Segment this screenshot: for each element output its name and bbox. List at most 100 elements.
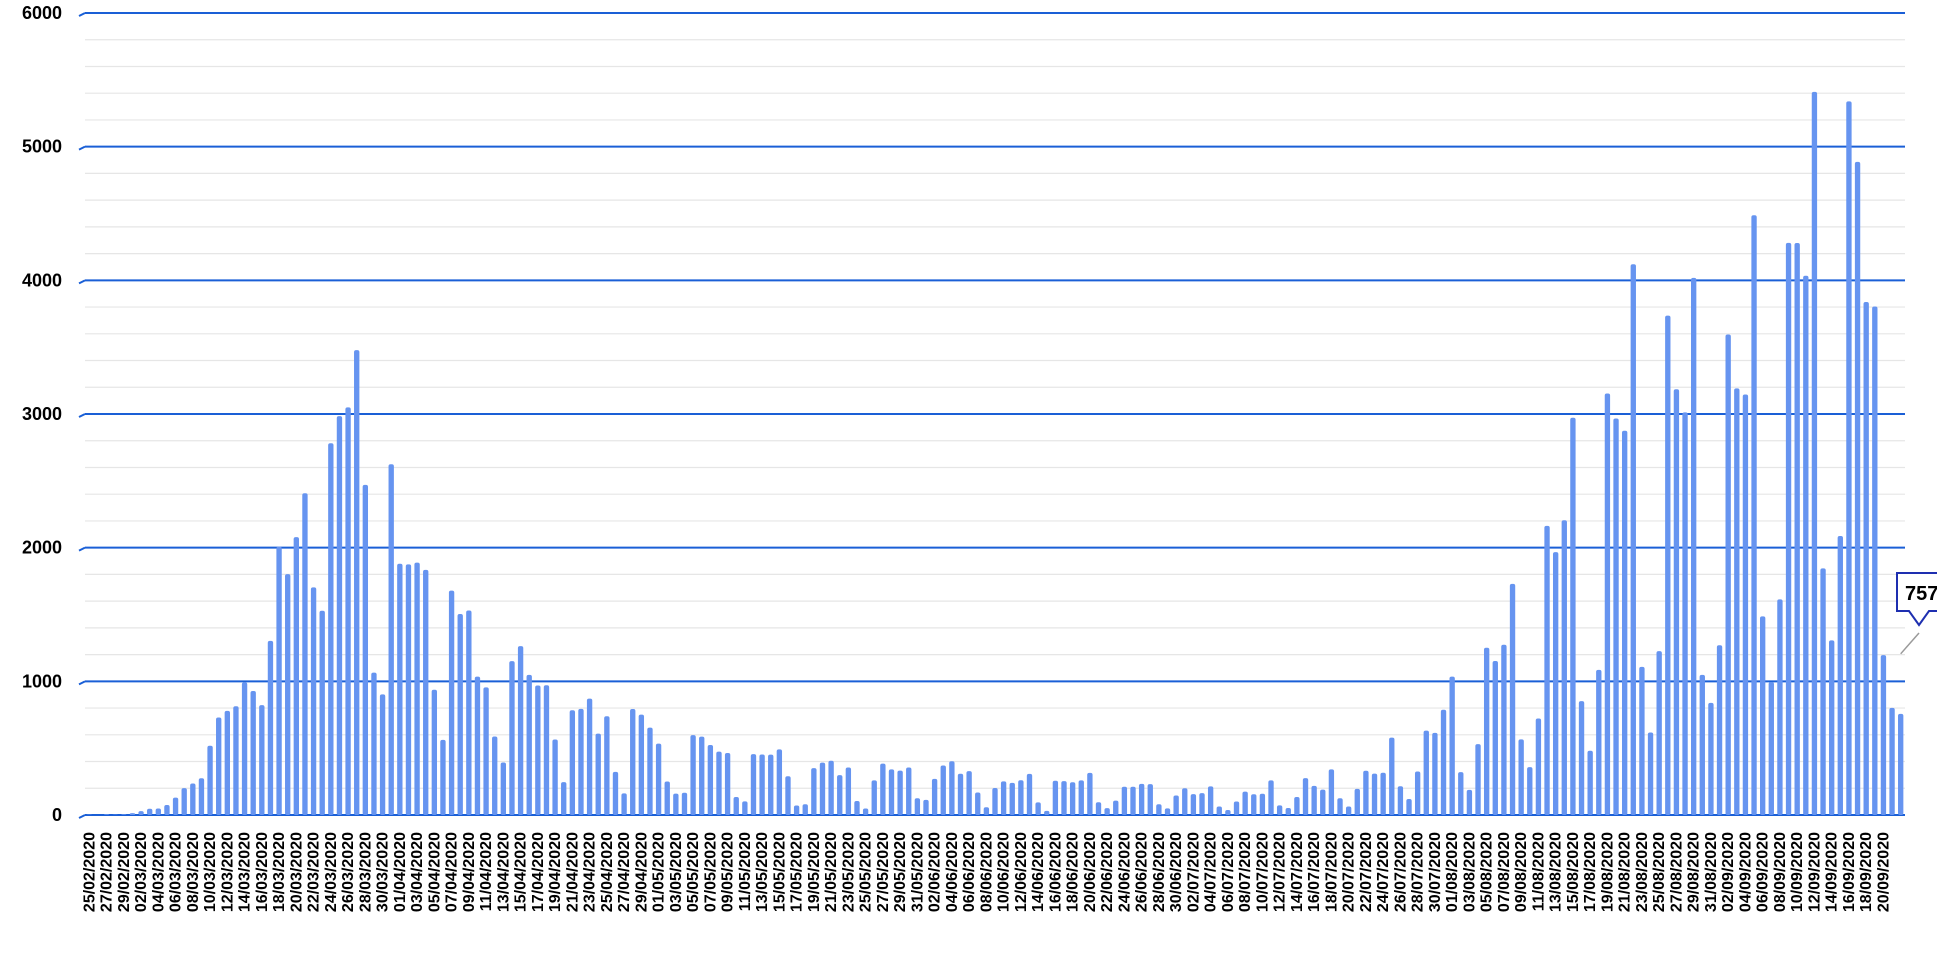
bar: [1631, 264, 1636, 815]
bar: [923, 800, 928, 815]
bar: [561, 782, 566, 815]
bar: [1726, 334, 1731, 815]
x-tick-label: 10/09/2020: [1789, 832, 1806, 912]
bar: [1208, 786, 1213, 815]
bar: [1587, 751, 1592, 815]
bar: [941, 766, 946, 815]
bar: [1639, 667, 1644, 815]
x-tick-label: 10/03/2020: [202, 832, 219, 912]
bar: [1622, 431, 1627, 815]
bar: [130, 813, 135, 815]
x-tick-label: 24/07/2020: [1375, 832, 1392, 912]
x-tick-label: 26/06/2020: [1134, 832, 1151, 912]
x-tick-label: 12/06/2020: [1013, 832, 1030, 912]
x-tick-label: 21/04/2020: [564, 832, 581, 912]
bar: [1191, 794, 1196, 815]
x-tick-label: 02/09/2020: [1720, 832, 1737, 912]
bar: [1872, 307, 1877, 815]
x-tick-label: 04/09/2020: [1737, 832, 1754, 912]
x-tick-label: 30/06/2020: [1168, 832, 1185, 912]
bar: [518, 646, 523, 815]
bar: [552, 739, 557, 815]
bar: [1734, 388, 1739, 815]
bar: [423, 570, 428, 815]
x-tick-label: 07/08/2020: [1496, 832, 1513, 912]
bar: [604, 716, 609, 815]
bar: [1424, 731, 1429, 815]
bar: [1700, 675, 1705, 815]
bar: [251, 691, 256, 815]
bar: [1113, 801, 1118, 815]
bar: [966, 771, 971, 815]
bar: [639, 715, 644, 815]
bar: [535, 685, 540, 815]
bar: [1406, 799, 1411, 815]
x-tick-label: 14/06/2020: [1030, 832, 1047, 912]
bar: [1829, 640, 1834, 815]
x-tick-label: 29/08/2020: [1686, 832, 1703, 912]
bar: [647, 728, 652, 815]
bar: [915, 798, 920, 815]
x-tick-label: 20/07/2020: [1341, 832, 1358, 912]
x-tick-label: 23/04/2020: [582, 832, 599, 912]
x-tick-label: 16/06/2020: [1047, 832, 1064, 912]
bar: [483, 687, 488, 815]
major-gridline-tick: [79, 13, 85, 16]
x-tick-label: 09/05/2020: [720, 832, 737, 912]
bar: [897, 771, 902, 815]
x-tick-label: 04/06/2020: [944, 832, 961, 912]
bar: [1001, 781, 1006, 815]
x-tick-label: 07/04/2020: [444, 832, 461, 912]
bar: [475, 677, 480, 815]
x-tick-label: 12/03/2020: [219, 832, 236, 912]
bar: [1846, 101, 1851, 815]
y-tick-label: 4000: [22, 270, 62, 290]
bar: [1682, 412, 1687, 815]
bar: [621, 793, 626, 815]
bar: [1380, 773, 1385, 815]
x-tick-label: 20/09/2020: [1875, 832, 1892, 912]
x-tick-label: 21/08/2020: [1617, 832, 1634, 912]
x-tick-label: 01/08/2020: [1444, 832, 1461, 912]
bar: [1544, 526, 1549, 815]
x-tick-label: 19/04/2020: [547, 832, 564, 912]
bar: [1173, 795, 1178, 815]
x-tick-label: 03/08/2020: [1461, 832, 1478, 912]
bar: [1613, 419, 1618, 815]
bar: [1096, 802, 1101, 815]
bar: [578, 709, 583, 815]
bar: [716, 752, 721, 815]
bar: [1656, 651, 1661, 815]
bar: [138, 811, 143, 815]
bar: [173, 798, 178, 815]
bar: [1441, 710, 1446, 815]
bar: [328, 443, 333, 815]
bar: [164, 805, 169, 815]
bar: [389, 464, 394, 815]
bar: [1225, 810, 1230, 815]
x-tick-label: 09/08/2020: [1513, 832, 1530, 912]
x-tick-label: 26/03/2020: [340, 832, 357, 912]
bar: [734, 797, 739, 815]
bar: [1355, 789, 1360, 815]
bar: [1527, 767, 1532, 815]
x-tick-label: 08/09/2020: [1772, 832, 1789, 912]
bar: [1855, 162, 1860, 815]
bar: [699, 737, 704, 815]
bar: [1777, 599, 1782, 815]
bar: [320, 611, 325, 815]
x-tick-label: 23/08/2020: [1634, 832, 1651, 912]
bar: [1251, 794, 1256, 815]
bar: [501, 762, 506, 815]
x-tick-label: 15/08/2020: [1565, 832, 1582, 912]
bar: [596, 734, 601, 815]
bar: [811, 768, 816, 815]
bar: [1372, 774, 1377, 815]
y-tick-label: 1000: [22, 671, 62, 691]
bar: [1786, 243, 1791, 815]
bar: [1070, 782, 1075, 815]
bar: [1493, 661, 1498, 815]
